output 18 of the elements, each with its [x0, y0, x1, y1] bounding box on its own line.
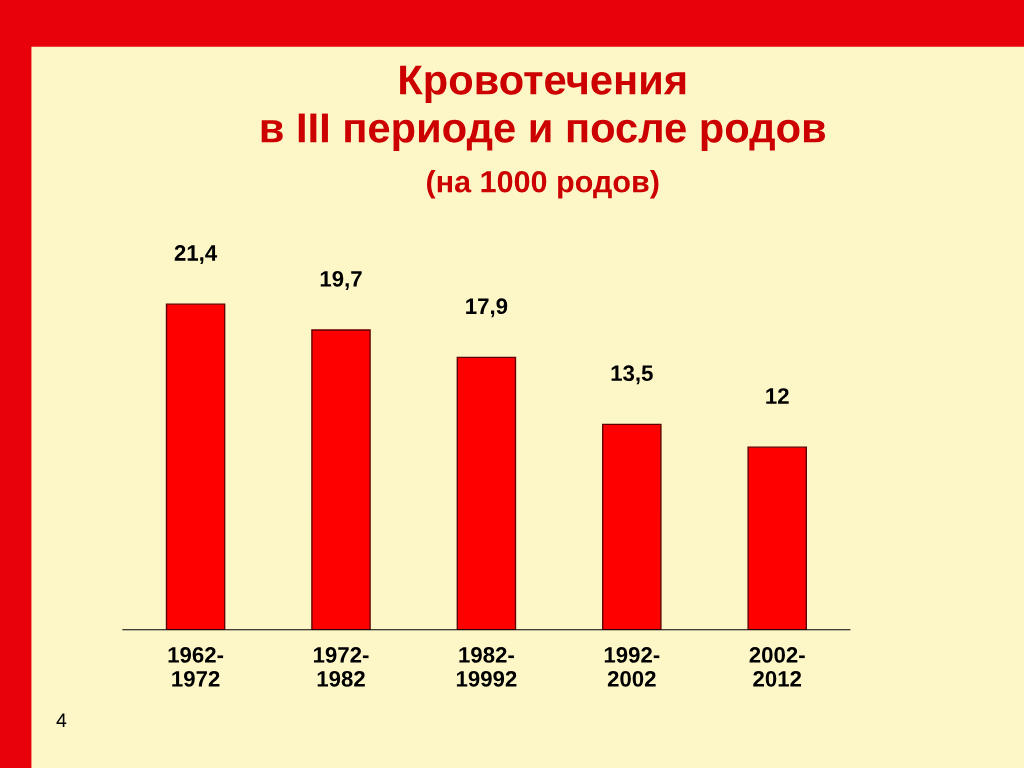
x-tick-label: 1972- 1982 [313, 647, 369, 687]
data-label: 12 [766, 388, 789, 404]
bar [456, 356, 517, 630]
data-label: 13,5 [611, 365, 653, 385]
data-label: 17,9 [466, 298, 508, 318]
x-tick-label: 1982- 19992 [456, 647, 517, 687]
data-label: 19,7 [320, 270, 362, 290]
x-tick-label: 1992- 2002 [604, 647, 660, 687]
chart-subtitle: (на 1000 родов) [427, 170, 659, 199]
data-label: 21,4 [174, 245, 218, 265]
text: 4 [56, 713, 67, 727]
bar [311, 329, 371, 630]
x-tick-label: 2002- 2012 [749, 647, 805, 687]
bar [165, 303, 226, 630]
x-tick-label: 1962- 1972 [168, 647, 224, 687]
bar [602, 423, 662, 630]
bar [747, 446, 807, 630]
chart-title: Кровотечения в III периоде и после родов [261, 65, 826, 151]
